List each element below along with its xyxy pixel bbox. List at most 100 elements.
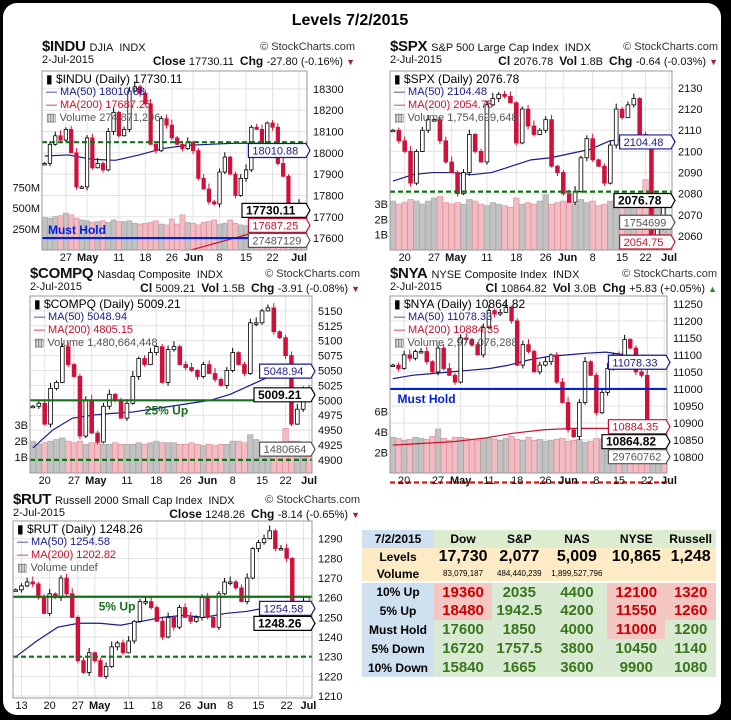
volume-bar: [474, 439, 481, 473]
stockcharts-credit-link[interactable]: © StockCharts.com: [622, 268, 717, 280]
x-tick-label: 8: [593, 475, 599, 487]
chart-title-line: $RUT Russell 2000 Small Cap Index INDX © St…: [13, 491, 360, 508]
legend-ma200: — MA(200) 17687.25: [46, 99, 152, 111]
volume-bar: [412, 436, 419, 473]
volume-bar: [440, 437, 447, 473]
candle-body: [127, 90, 132, 130]
x-tick-label: 18: [510, 252, 522, 264]
stockcharts-credit-link[interactable]: © StockCharts.com: [265, 494, 360, 506]
volume-bar: [112, 442, 119, 473]
volume-bar: [401, 439, 408, 473]
volume-bar: [110, 219, 117, 250]
candle-body: [498, 311, 503, 315]
volume-bar: [425, 200, 432, 250]
volume-bar: [495, 203, 502, 250]
candle-body: [100, 163, 106, 171]
x-tick-label: May: [85, 475, 107, 487]
candle-body: [153, 143, 159, 152]
candle-body: [154, 607, 160, 622]
volume-bar: [531, 439, 538, 473]
column-header: NYSE: [607, 530, 666, 548]
candle-body: [390, 364, 396, 367]
candle-body: [265, 307, 271, 312]
candle-body: [590, 138, 595, 161]
candle-body: [165, 349, 171, 383]
candle-body: [222, 581, 227, 595]
candle-body: [65, 346, 71, 365]
levels-table: 7/2/2015 Dow S&P NAS NYSE Russell Levels 17,730…: [362, 530, 716, 677]
stockcharts-credit-link[interactable]: © StockCharts.com: [623, 41, 718, 53]
candle-body: [95, 432, 100, 443]
chg-label: Chg: [609, 54, 636, 68]
y-tick-label: 18000: [313, 148, 344, 160]
candle-body: [472, 134, 478, 152]
chg-value: -3.91 (-0.08%): [277, 283, 352, 295]
candle-body: [537, 364, 543, 373]
candle-body: [639, 371, 644, 376]
y-tick-label: 10950: [673, 401, 704, 413]
candle-body: [106, 131, 111, 171]
volume-bar: [480, 437, 487, 473]
candle-body: [136, 358, 141, 377]
candle-body: [95, 163, 100, 169]
price-tag: [247, 232, 311, 248]
stockcharts-credit-link[interactable]: © StockCharts.com: [260, 41, 355, 53]
target-value: 1140: [665, 639, 716, 658]
volume-bar: [53, 439, 60, 473]
candle-body: [201, 364, 206, 377]
volume-bar: [472, 200, 479, 250]
x-tick-label: 27: [432, 475, 444, 487]
close-value: 17730.11: [188, 56, 234, 68]
candle-body: [261, 538, 267, 544]
legend-ma50: — MA(50) 11078.33: [394, 311, 493, 323]
price-tag-label: 17687.25: [252, 220, 298, 232]
candle-body: [582, 361, 588, 403]
candle-body: [273, 530, 278, 549]
volume-bar: [583, 202, 590, 250]
x-tick-label: 22: [639, 252, 651, 264]
volume-bar: [253, 439, 260, 473]
stockcharts-credit-link[interactable]: © StockCharts.com: [265, 268, 360, 280]
price-tag-label: 2054.75: [624, 237, 664, 249]
level-label: Must Hold: [398, 392, 456, 406]
target-value: 18480: [434, 601, 493, 620]
candle-body: [254, 126, 259, 130]
plot-content: [390, 302, 667, 473]
candle-body: [84, 137, 90, 188]
volume-bar: [123, 443, 131, 473]
candle-body: [211, 616, 216, 628]
arrow-down-icon: ▼: [346, 57, 355, 67]
vol-label: Vol: [552, 281, 574, 295]
candle-body: [75, 616, 81, 662]
x-tick-label: Jul: [291, 252, 307, 264]
y-tick-label: 11050: [673, 367, 703, 379]
candle-body: [461, 172, 466, 195]
price-tag: [619, 234, 676, 250]
close-label: Cl: [140, 281, 156, 295]
candle-body: [413, 351, 418, 359]
plot-border: [29, 295, 313, 474]
level-value: 10,865: [607, 548, 666, 566]
price-chart-rut: 5% Up 1210 1220 1230 1240 1250 1260 1270 1280 129…: [12, 520, 342, 712]
x-tick-label: 26: [539, 475, 551, 487]
y-tick-label: 5125: [318, 321, 342, 333]
volume-bar: [117, 443, 125, 473]
candle-body: [514, 320, 520, 366]
y-tick-label: 2080: [678, 189, 702, 201]
price-tag-label: 10864.82: [606, 435, 656, 449]
price-tag: [607, 419, 671, 435]
volume-tick-label: 3B: [15, 420, 28, 432]
volume-bar: [514, 438, 521, 473]
volume-bar: [194, 443, 201, 473]
vol-label: Vol: [559, 54, 581, 68]
candle-body: [190, 141, 196, 152]
volume-bar: [70, 442, 78, 473]
chart-quote: Close 1248.26 Chg -8.14 (-0.65%) ▼: [169, 507, 360, 521]
candle-body: [278, 548, 284, 551]
price-chart-nya: Must Hold 10800 10850 10900 10950 11000 11050 1…: [375, 295, 704, 487]
volume-bar: [141, 443, 148, 473]
x-tick-label: 15: [613, 475, 625, 487]
volume-bar: [223, 443, 230, 473]
price-tag: [619, 214, 676, 230]
volume-bar: [188, 442, 195, 473]
